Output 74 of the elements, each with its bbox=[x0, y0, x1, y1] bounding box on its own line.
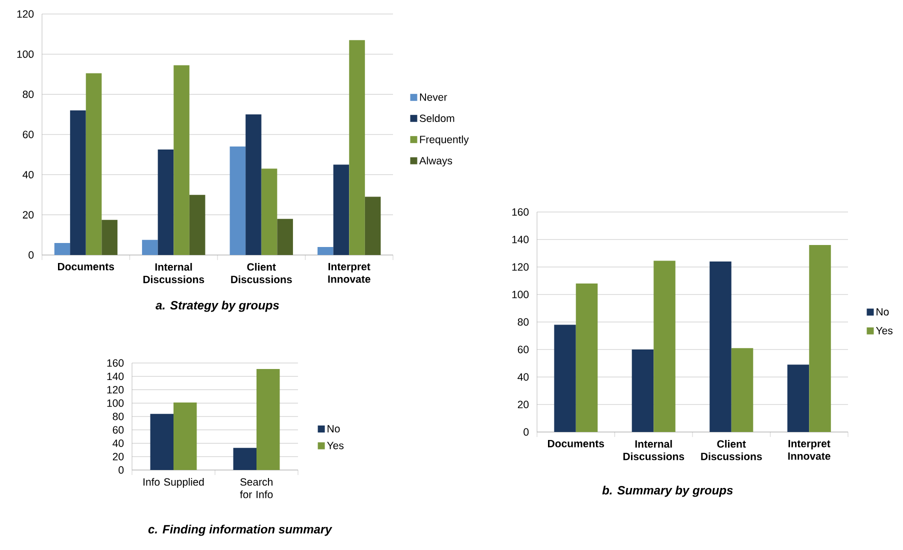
y-tick-label: 160 bbox=[107, 359, 124, 367]
y-tick-label: 20 bbox=[112, 452, 124, 460]
bar bbox=[261, 168, 278, 255]
legend-label: Seldom bbox=[420, 114, 454, 122]
text: b. Summary by groups bbox=[602, 486, 733, 497]
y-tick-label: 120 bbox=[107, 386, 124, 394]
bar bbox=[256, 369, 280, 470]
y-tick-label: 0 bbox=[524, 428, 529, 436]
y-tick-label: 120 bbox=[17, 10, 34, 18]
y-tick-label: 140 bbox=[512, 236, 529, 244]
y-tick-label: 80 bbox=[518, 318, 529, 326]
y-tick-label: 40 bbox=[518, 373, 529, 381]
bar bbox=[158, 150, 174, 255]
bar bbox=[364, 196, 381, 255]
x-tick-label: Info Supplied bbox=[144, 478, 204, 488]
legend-label: Frequently bbox=[420, 135, 469, 146]
y-tick-label: 0 bbox=[28, 251, 34, 259]
bar bbox=[233, 448, 256, 470]
bar bbox=[54, 242, 70, 255]
x-tick-label: Internal Discussions bbox=[623, 440, 684, 460]
bar bbox=[318, 246, 334, 255]
bar bbox=[150, 414, 174, 470]
legend-label: Yes bbox=[327, 442, 344, 450]
bar bbox=[86, 73, 102, 255]
bar bbox=[632, 350, 654, 432]
bar bbox=[554, 324, 576, 432]
y-tick-label: 20 bbox=[518, 400, 529, 408]
y-tick-label: 140 bbox=[107, 372, 124, 380]
bar bbox=[246, 114, 262, 255]
x-tick-label: Client Discussions bbox=[231, 262, 292, 284]
bar bbox=[230, 146, 246, 255]
legend-label: Never bbox=[420, 94, 448, 101]
bar bbox=[787, 364, 810, 432]
y-tick-label: 60 bbox=[22, 130, 34, 138]
y-tick-label: 20 bbox=[22, 211, 34, 219]
legend-label: No bbox=[328, 425, 340, 432]
bar bbox=[70, 110, 86, 255]
y-tick-label: 40 bbox=[112, 440, 124, 447]
y-tick-label: 0 bbox=[118, 466, 124, 474]
y-tick-label: 100 bbox=[17, 50, 34, 58]
y-tick-label: 100 bbox=[107, 399, 124, 407]
bar bbox=[809, 245, 831, 432]
legend-label: Yes bbox=[876, 327, 893, 334]
text: c. Finding information summary bbox=[148, 524, 332, 536]
bar bbox=[333, 164, 350, 255]
bar bbox=[102, 220, 118, 255]
x-tick-label: Search for Info bbox=[240, 478, 273, 498]
x-tick-label: Documents bbox=[58, 262, 114, 270]
legend-label: Always bbox=[419, 156, 452, 166]
bar bbox=[277, 218, 293, 255]
y-tick-label: 80 bbox=[22, 90, 34, 98]
bar bbox=[731, 348, 754, 432]
text: a. Strategy by groups bbox=[156, 300, 279, 312]
bar bbox=[349, 40, 365, 255]
bar bbox=[174, 402, 197, 470]
x-tick-label: Interpret Innovate bbox=[328, 262, 370, 283]
bar bbox=[189, 194, 206, 255]
x-tick-label: Interpret Innovate bbox=[788, 440, 830, 460]
bar bbox=[654, 260, 676, 432]
bar bbox=[576, 284, 598, 432]
y-tick-label: 120 bbox=[512, 263, 529, 271]
bar bbox=[142, 240, 158, 255]
bar bbox=[710, 262, 732, 432]
y-tick-label: 100 bbox=[512, 290, 529, 298]
x-tick-label: Documents bbox=[548, 440, 604, 448]
y-tick-label: 60 bbox=[518, 346, 529, 354]
legend-label: No bbox=[876, 308, 889, 316]
y-tick-label: 40 bbox=[22, 170, 34, 178]
x-tick-label: Internal Discussions bbox=[143, 262, 204, 284]
y-tick-label: 60 bbox=[112, 426, 124, 434]
x-tick-label: Client Discussions bbox=[701, 440, 762, 460]
y-tick-label: 80 bbox=[112, 412, 124, 420]
bar bbox=[174, 65, 190, 255]
y-tick-label: 160 bbox=[512, 208, 529, 216]
